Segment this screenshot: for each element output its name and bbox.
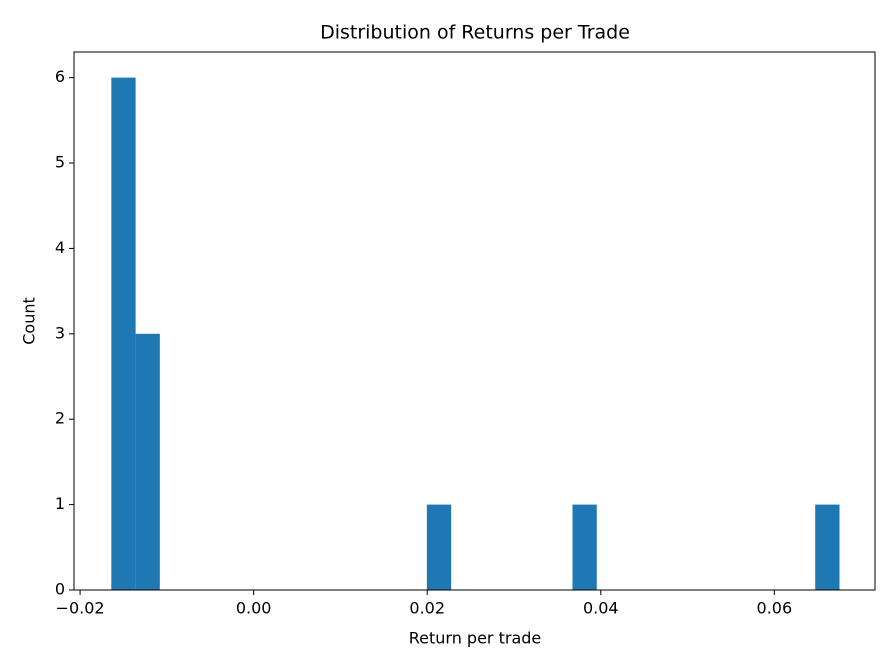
bar [426,504,452,590]
x-tick-label: 0.04 [583,599,619,618]
y-tick-label: 6 [55,67,65,86]
y-tick-label: 0 [55,580,65,599]
y-tick-label: 4 [55,238,65,257]
y-tick-label: 2 [55,409,65,428]
x-axis-label: Return per trade [409,629,542,648]
bar [815,504,840,590]
x-tick-label: 0.02 [409,599,445,618]
y-tick-label: 3 [55,323,65,342]
bar [135,333,160,590]
chart-title: Distribution of Returns per Trade [320,22,630,44]
y-axis-label: Count [20,297,39,345]
plot-frame [73,51,876,591]
y-tick-label: 5 [55,153,65,172]
x-tick-label: 0.00 [236,599,272,618]
bar [572,504,597,590]
x-tick-label: −0.02 [56,599,105,618]
x-tick-label: 0.06 [757,599,793,618]
bar [111,77,136,591]
y-tick-label: 1 [55,494,65,513]
